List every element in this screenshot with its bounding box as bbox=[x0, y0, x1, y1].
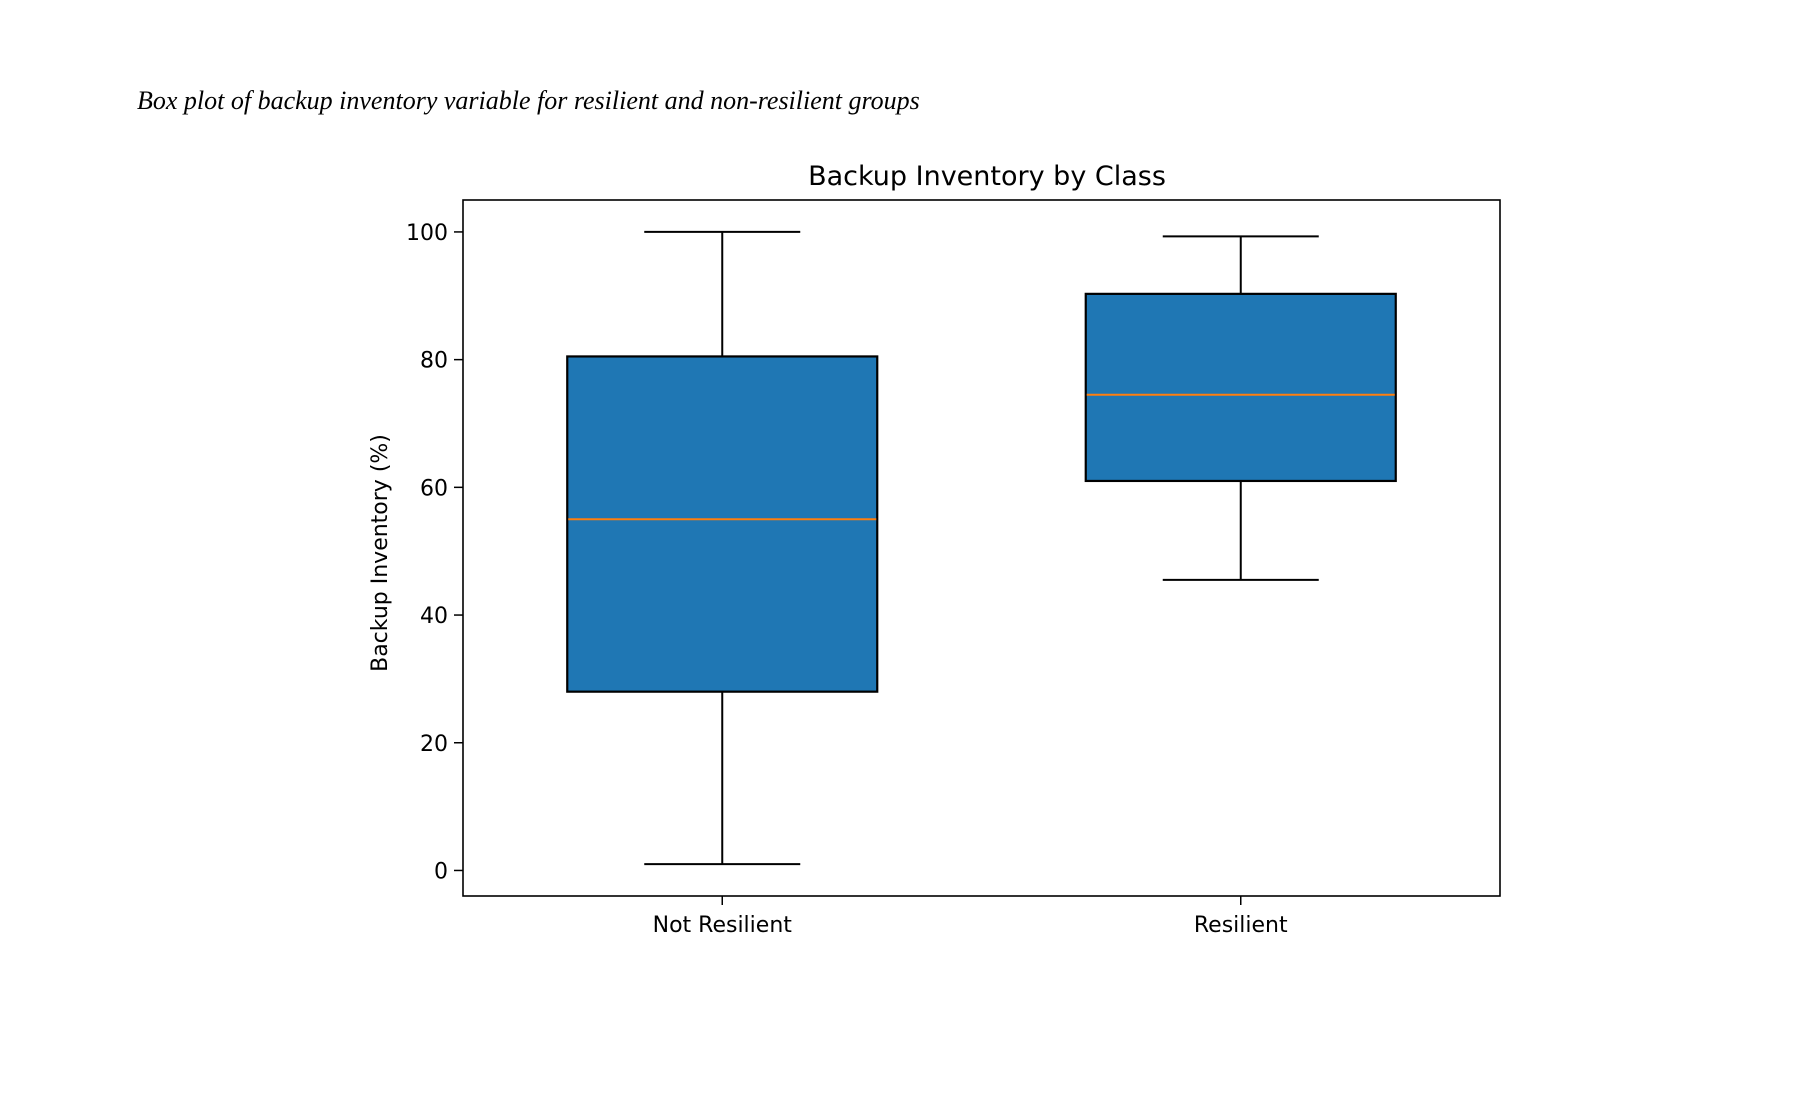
y-tick-label: 0 bbox=[434, 859, 448, 884]
y-tick-label: 60 bbox=[420, 476, 448, 501]
y-tick-label: 40 bbox=[420, 604, 448, 629]
y-axis-label: Backup Inventory (%) bbox=[368, 434, 393, 672]
y-tick-label: 80 bbox=[420, 349, 448, 374]
box-iqr bbox=[566, 355, 879, 693]
chart-title: Backup Inventory by Class bbox=[808, 161, 1166, 192]
y-tick-label: 100 bbox=[406, 221, 448, 246]
figure-caption: Box plot of backup inventory variable fo… bbox=[137, 86, 920, 115]
y-tick-label: 20 bbox=[420, 732, 448, 757]
x-tick-label: Not Resilient bbox=[653, 913, 793, 938]
box-iqr bbox=[1084, 292, 1397, 483]
axes-frame bbox=[462, 199, 1501, 897]
plot-area: 0 20 40 60 80 100 Not Resilient Resilient bbox=[406, 199, 1501, 938]
x-tick-label: Resilient bbox=[1194, 913, 1288, 938]
